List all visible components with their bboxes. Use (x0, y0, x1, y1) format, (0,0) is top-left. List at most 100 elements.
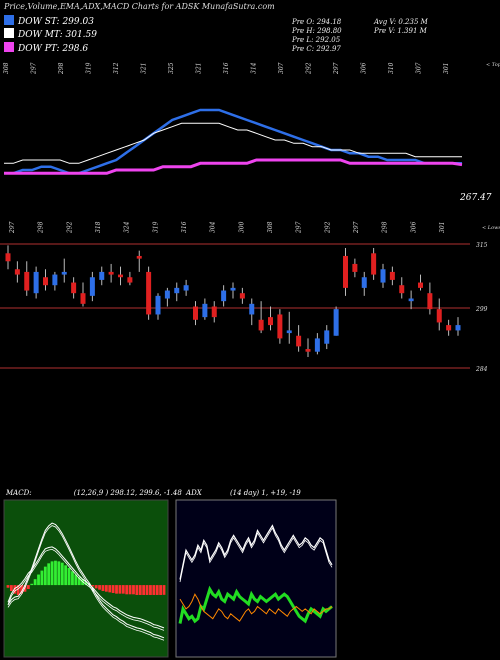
adx-minus-di-line (179, 593, 333, 622)
legend-dow-pt: DOW PT: 298.6 (4, 42, 88, 54)
candle-body (305, 349, 311, 352)
candle-tick-label: 306 (410, 221, 417, 233)
candle-body (389, 271, 395, 280)
candle-body (52, 274, 58, 286)
candle-body (399, 285, 405, 294)
candle-body (174, 287, 180, 294)
candle-body (99, 271, 105, 280)
candle-body (89, 277, 95, 296)
macd-histogram-bar (77, 577, 81, 586)
adx-plus-di-line (178, 585, 333, 624)
macd-histogram-bar (118, 585, 122, 594)
macd-line-shadow (7, 525, 165, 641)
macd-histogram-bar (9, 585, 13, 592)
macd-histogram-bar (138, 585, 142, 595)
adx-panel-background (175, 499, 337, 658)
macd-histogram-bar (40, 570, 44, 586)
macd-histogram-bar (37, 574, 40, 586)
candle-tick-label: 324 (124, 221, 131, 233)
candle-body (202, 303, 208, 318)
candle-body (418, 282, 423, 288)
macd-histogram-bar (16, 585, 20, 595)
macd-histogram-bar (20, 585, 23, 594)
top-corner-label: < Tops (486, 62, 500, 68)
candle-body (455, 325, 461, 331)
legend-dow-st: DOW ST: 299.03 (4, 15, 94, 27)
candle-tick-label: 304 (210, 221, 217, 233)
candle-tick-label: 298 (38, 221, 45, 234)
top-tick-label: 319 (86, 62, 93, 74)
top-tick-label: 308 (3, 62, 10, 74)
candle-body (118, 274, 123, 278)
legend-dow-pt-label: DOW PT: 298.6 (18, 44, 89, 54)
candle-body (380, 269, 386, 283)
candle-body (333, 309, 339, 336)
top-tick-label: 307 (416, 62, 423, 74)
top-tick-label: 310 (388, 62, 395, 74)
top-tick-label: 301 (443, 63, 450, 74)
top-tick-label: 321 (196, 63, 203, 74)
legend-swatch-icon (4, 28, 14, 38)
candle-tick-label: 297 (9, 221, 16, 234)
stat-prev-close: Pre C: 292.97 (292, 45, 341, 53)
macd-adx-title: MACD: (12,26,9 ) 298.12, 299.6, -1.48 AD… (6, 489, 301, 497)
macd-histogram-bar (162, 585, 166, 595)
candle-body (343, 255, 348, 288)
candle-body (371, 253, 377, 275)
macd-histogram-bar (47, 563, 51, 586)
top-tick-label: 297 (333, 62, 340, 75)
macd-histogram-bar (91, 585, 95, 587)
top-tick-label: 321 (141, 63, 148, 74)
candle-body (427, 293, 433, 310)
macd-line (7, 522, 165, 639)
candle-body (436, 309, 442, 323)
candle-body (361, 277, 367, 288)
legend-dow-mt: DOW MT: 301.59 (4, 28, 97, 40)
macd-histogram-bar (145, 585, 149, 595)
legend-swatch-icon (4, 42, 14, 52)
macd-histogram-bar (84, 581, 88, 586)
macd-signal-line-shadow (7, 548, 165, 631)
candle-body (446, 325, 452, 331)
macd-histogram-bar (43, 566, 47, 586)
top-tick-label: 297 (31, 62, 38, 75)
last-price-label: 267.47 (459, 193, 492, 203)
candle-tick-label: 297 (353, 221, 360, 234)
ema-line-mt (4, 122, 462, 164)
candle-tick-label: 319 (152, 221, 159, 233)
legend-dow-st-label: DOW ST: 299.03 (18, 17, 94, 27)
ema-line-pt (4, 158, 463, 175)
adx-line-shadow (179, 527, 333, 583)
candle-body (268, 317, 273, 326)
candle-tick-label: 318 (95, 221, 102, 233)
candle-body (33, 271, 39, 294)
candle-tick-label: 300 (238, 221, 245, 233)
chart-title: Price,Volume,EMA,ADX,MACD Charts for ADS… (4, 2, 275, 11)
level-label: 299 (475, 306, 488, 313)
legend-dow-mt-label: DOW MT: 301.59 (18, 30, 97, 40)
macd-histogram-bar (132, 585, 135, 595)
top-tick-label: 314 (251, 62, 258, 74)
candle-body (408, 298, 414, 302)
candle-body (14, 269, 20, 275)
stat-prev-volume: Pre V: 1.391 M (374, 27, 427, 35)
macd-histogram-bar (152, 585, 156, 595)
macd-params: (12,26,9 ) 298.12, 299.6, -1.48 (73, 489, 182, 497)
macd-histogram-bar (155, 585, 159, 595)
macd-histogram-bar (50, 561, 54, 586)
macd-histogram-bar (94, 585, 98, 589)
candle-body (211, 306, 217, 318)
top-tick-label: 307 (278, 62, 285, 74)
candle-body (24, 271, 30, 291)
macd-histogram-bar (71, 571, 74, 586)
top-tick-label: 298 (58, 62, 65, 75)
candle-body (324, 330, 330, 344)
stat-prev-low: Pre L: 292.05 (292, 36, 341, 44)
macd-histogram-bar (98, 585, 101, 590)
candle-body (71, 282, 77, 294)
level-label: 315 (476, 242, 488, 249)
macd-histogram-bar (6, 585, 10, 588)
macd-histogram-bar (121, 585, 125, 594)
macd-histogram-bar (67, 567, 71, 586)
